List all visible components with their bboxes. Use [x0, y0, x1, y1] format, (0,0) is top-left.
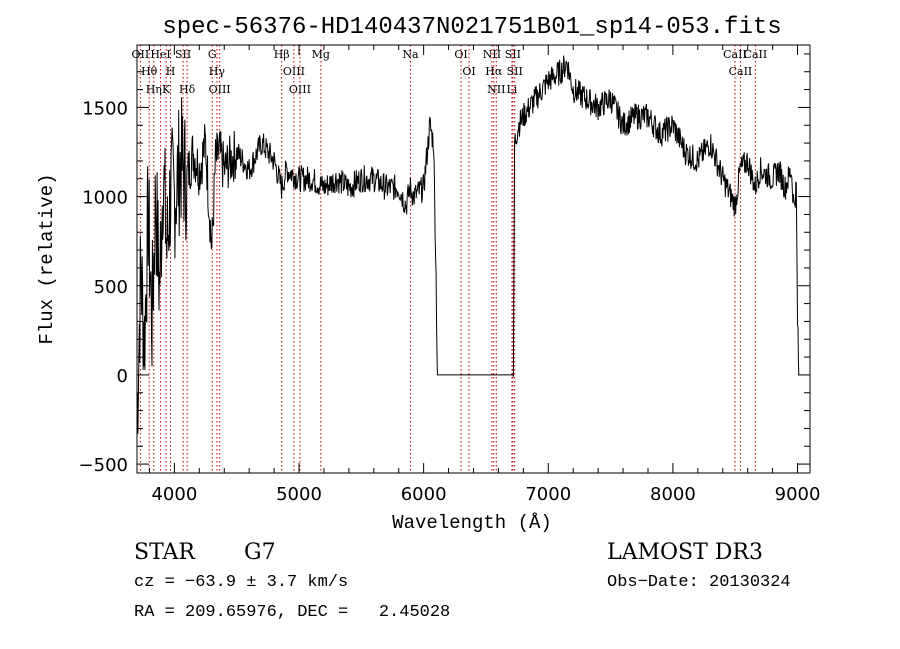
- line-marker-label: SII: [175, 48, 191, 61]
- y-tick-label: 500: [94, 277, 128, 298]
- line-marker-label: CaII: [723, 48, 747, 61]
- line-marker-label: OIII: [289, 83, 311, 96]
- y-axis-label: Flux (relative): [36, 173, 58, 344]
- line-marker-label: Mg: [312, 48, 330, 61]
- survey-name: LAMOST DR3: [607, 540, 763, 565]
- x-axis-ticks: 4000 5000 6000 7000 8000 9000: [148, 45, 821, 505]
- line-marker-label: Na: [402, 48, 419, 61]
- y-axis-ticks: −500 0 500 1000 1500: [79, 53, 810, 476]
- line-marker-label: Li: [506, 83, 517, 96]
- line-marker-label: Hδ: [179, 83, 196, 96]
- object-subclass: G7: [244, 540, 276, 565]
- line-marker-label: G: [208, 48, 217, 61]
- object-class: STAR: [134, 540, 195, 565]
- line-markers: [139, 45, 756, 473]
- line-marker-label: OI: [462, 65, 475, 78]
- y-tick-label: 1500: [82, 98, 128, 119]
- x-tick-label: 4000: [151, 484, 197, 505]
- line-marker-label: CaII: [744, 48, 768, 61]
- x-axis-label: Wavelength (Å): [392, 512, 552, 534]
- line-marker-label: H: [166, 65, 176, 78]
- line-marker-label: SII: [507, 65, 523, 78]
- line-marker-label: NII: [483, 48, 501, 61]
- x-tick-label: 8000: [650, 484, 696, 505]
- line-marker-label: OIII: [283, 65, 305, 78]
- line-marker-label: HeI: [150, 48, 170, 61]
- y-tick-label: 0: [117, 366, 128, 387]
- line-marker-label: Hα: [485, 65, 503, 78]
- plot-frame: [136, 44, 811, 474]
- line-marker-label: Hβ: [274, 48, 290, 61]
- x-tick-label: 7000: [525, 484, 571, 505]
- line-marker-label: NII: [487, 83, 505, 96]
- line-marker-label: OI: [454, 48, 467, 61]
- x-tick-label: 9000: [775, 484, 821, 505]
- x-tick-label: 5000: [276, 484, 322, 505]
- redshift-cz: cz = −63.9 ± 3.7 km/s: [134, 573, 349, 592]
- y-tick-label: −500: [79, 455, 128, 476]
- x-tick-label: 6000: [401, 484, 447, 505]
- line-marker-labels: OII Hθ Hη HeI KH SII Hδ G Hγ OIII Hβ OIII OIII Mg Na OI…: [132, 48, 768, 96]
- spectrum-line: [136, 55, 800, 434]
- line-marker-label: CaII: [729, 65, 753, 78]
- line-marker-label: OII: [132, 48, 150, 61]
- line-marker-label: Hγ: [209, 65, 226, 78]
- chart-title: spec-56376-HD140437N021751B01_sp14-053.f…: [162, 14, 781, 41]
- line-marker-label: OIII: [209, 83, 231, 96]
- y-tick-label: 1000: [82, 188, 128, 209]
- coordinates: RA = 209.65976, DEC = 2.45028: [134, 603, 451, 622]
- line-marker-label: SII: [505, 48, 521, 61]
- line-marker-label: Hθ: [141, 65, 158, 78]
- line-marker-label: Hη: [146, 83, 162, 96]
- observation-date: Obs−Date: 20130324: [607, 573, 791, 592]
- line-marker-label: K: [162, 83, 171, 96]
